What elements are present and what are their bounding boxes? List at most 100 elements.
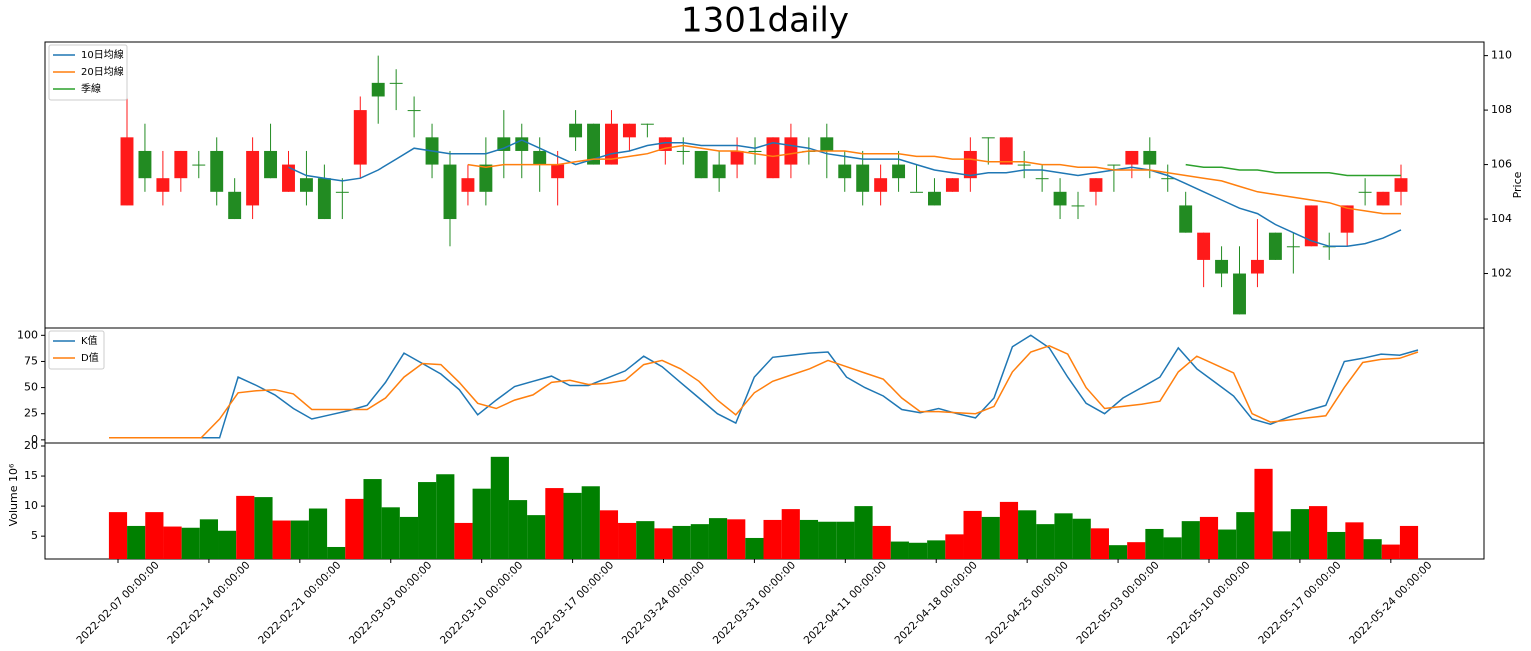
x-tick-label: 2022-05-17 00:00:00 <box>1256 559 1343 646</box>
x-tick-label: 2022-04-11 00:00:00 <box>802 559 889 646</box>
x-tick-label: 2022-05-10 00:00:00 <box>1165 559 1252 646</box>
legend-label: 20日均線 <box>81 65 124 78</box>
x-tick-label: 2022-03-24 00:00:00 <box>620 559 707 646</box>
volume-bar <box>763 519 782 559</box>
volume-bar <box>363 479 382 559</box>
volume-bar <box>254 497 273 559</box>
volume-bar <box>236 495 255 559</box>
candle-body <box>1017 164 1031 166</box>
volume-bar <box>1308 506 1328 559</box>
volume-bar <box>799 519 819 559</box>
candle-body <box>587 123 600 165</box>
y-tick-label: 108 <box>1491 103 1512 116</box>
volume-bar <box>308 508 328 559</box>
candle-body <box>730 150 744 165</box>
volume-bar <box>527 515 546 559</box>
volume-bar <box>1272 531 1291 559</box>
x-tick-label: 2022-02-07 00:00:00 <box>74 559 161 646</box>
y-tick-label: 0 <box>31 433 38 446</box>
candle-body <box>1179 205 1193 233</box>
y-axis-label: Volume 10⁶ <box>7 463 20 526</box>
y-tick-label: 102 <box>1491 267 1512 280</box>
candle-body <box>1071 205 1085 207</box>
volume-bar <box>1145 528 1164 559</box>
candle-body <box>1340 205 1354 233</box>
x-tick-label: 2022-02-21 00:00:00 <box>256 559 343 646</box>
volume-bar <box>872 525 891 559</box>
volume-bar <box>1254 468 1273 559</box>
legend-box <box>48 44 128 101</box>
candle-body <box>1376 191 1390 206</box>
x-tick-label: 2022-04-25 00:00:00 <box>983 559 1070 646</box>
y-tick-label: 20 <box>24 439 38 452</box>
candle-body <box>174 150 188 179</box>
volume-bar <box>1090 528 1109 559</box>
x-tick-label: 2022-05-24 00:00:00 <box>1347 559 1434 646</box>
volume-bar <box>1054 513 1073 559</box>
volume-bar <box>1236 512 1255 559</box>
volume-bar <box>1108 545 1128 559</box>
plot-frame <box>44 41 1485 329</box>
x-tick-label: 2022-04-18 00:00:00 <box>893 559 980 646</box>
volume-bar <box>490 456 509 559</box>
volume-bar <box>818 521 837 559</box>
volume-bar <box>1363 539 1382 559</box>
candle-body <box>784 137 798 165</box>
volume-bar <box>199 519 219 559</box>
y-tick-label: 15 <box>24 469 38 482</box>
volume-bar <box>272 520 291 559</box>
legend-label: 季線 <box>81 82 101 95</box>
candle-body <box>246 150 260 206</box>
candle-body <box>371 82 385 97</box>
volume-bar <box>1036 524 1055 559</box>
volume-bar <box>927 540 946 559</box>
candle-body <box>1107 164 1121 166</box>
volume-bar <box>181 527 200 559</box>
candle-body <box>874 178 888 192</box>
volume-bar <box>1381 544 1400 559</box>
volume-bar <box>1218 529 1237 559</box>
candle-body <box>1394 178 1408 192</box>
volume-bar <box>1345 522 1364 559</box>
y-tick-label: 110 <box>1491 49 1512 62</box>
volume-bar <box>963 510 982 559</box>
candle-body <box>264 150 278 179</box>
volume-bar <box>345 498 364 559</box>
candle-body <box>963 150 977 179</box>
volume-bar <box>381 507 400 559</box>
candle-body <box>138 150 152 179</box>
candle-body <box>838 164 852 179</box>
candle-body <box>1161 178 1175 180</box>
candle-body <box>569 123 583 138</box>
candle-body <box>461 178 475 192</box>
candle-body <box>928 191 941 206</box>
volume-bar <box>581 486 600 559</box>
y-tick-label: 10 <box>24 499 38 512</box>
volume-bar <box>890 541 909 559</box>
chart-title: 1301daily <box>681 1 849 41</box>
y-tick-label: 75 <box>24 354 38 367</box>
candle-body <box>1197 232 1211 260</box>
candle-body <box>389 82 403 84</box>
plot-frame <box>44 327 1485 444</box>
candle-body <box>766 137 780 179</box>
candle-body <box>694 150 708 179</box>
y-tick-label: 100 <box>17 328 38 341</box>
volume-bar <box>563 492 582 559</box>
candle-body <box>479 164 493 192</box>
volume-bar <box>672 525 691 559</box>
volume-bar <box>636 521 655 559</box>
volume-bar <box>1072 518 1091 559</box>
y-tick-label: 104 <box>1491 212 1512 225</box>
candle-body <box>551 164 565 179</box>
line-series <box>288 139 1402 248</box>
candle-body <box>1250 259 1264 274</box>
volume-bar <box>708 518 728 559</box>
x-tick-label: 2022-03-17 00:00:00 <box>529 559 616 646</box>
volume-bar <box>508 500 528 559</box>
legend-label: 10日均線 <box>81 48 124 61</box>
volume-bar <box>1163 537 1182 559</box>
candle-body <box>748 150 762 152</box>
volume-bar <box>781 509 800 559</box>
